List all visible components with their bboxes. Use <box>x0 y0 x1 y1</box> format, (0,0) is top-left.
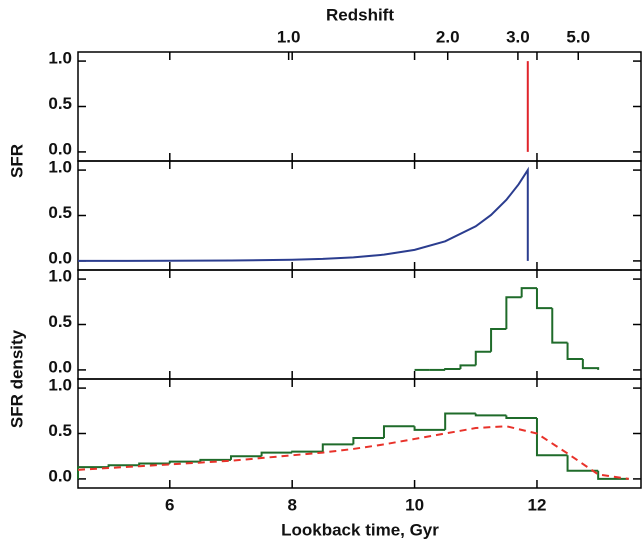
histogram-bar <box>535 418 568 457</box>
panel-frame <box>77 51 642 162</box>
histogram-bar <box>551 308 568 344</box>
histogram-bar <box>566 342 583 361</box>
x-axis-title: Lookback time, Gyr <box>281 520 439 539</box>
histogram-bar <box>77 466 109 479</box>
y-tick-label: 0.0 <box>48 139 72 158</box>
histogram-bar <box>474 350 492 366</box>
histogram-bar <box>505 296 522 330</box>
histogram-bar <box>199 458 231 462</box>
panel-frame <box>77 160 642 271</box>
histogram-bar <box>107 464 140 468</box>
histogram-bar <box>535 288 553 310</box>
y-tick-label: 1.0 <box>48 49 72 68</box>
y-tick-label: 0.0 <box>48 357 72 376</box>
y-tick-label: 0.0 <box>48 466 72 485</box>
histogram-bar <box>229 455 262 460</box>
histogram-bar <box>321 443 354 452</box>
data-line <box>77 425 629 480</box>
histogram-bar <box>444 368 461 371</box>
histogram-bar <box>138 462 170 466</box>
x2-tick-label: 5.0 <box>566 27 590 46</box>
panel-frame <box>77 378 642 489</box>
y-tick-label: 0.5 <box>48 312 72 331</box>
x-tick-label: 8 <box>287 495 296 514</box>
y-tick-label: 1.0 <box>48 158 72 177</box>
histogram-bar <box>566 455 599 472</box>
x-tick-label: 12 <box>528 495 547 514</box>
y-tick-label: 1.0 <box>48 376 72 395</box>
histogram-bar <box>490 328 507 352</box>
y-tick-label: 0.5 <box>48 421 72 440</box>
histogram-bar <box>382 425 415 439</box>
y-axis-title: SFR density <box>7 329 26 428</box>
x2-tick-label: 3.0 <box>506 27 530 46</box>
histogram-bar <box>459 364 476 370</box>
histogram-bar <box>260 451 293 457</box>
y-tick-label: 1.0 <box>48 267 72 286</box>
y-axis-title: SFR <box>7 144 26 178</box>
x-tick-label: 6 <box>165 495 174 514</box>
y-tick-label: 0.5 <box>48 203 72 222</box>
histogram-bar <box>291 450 323 453</box>
histogram-bar <box>168 460 201 464</box>
x2-axis-title: Redshift <box>326 5 394 24</box>
y-tick-label: 0.0 <box>48 248 72 267</box>
x-tick-label: 10 <box>405 495 424 514</box>
x2-tick-label: 1.0 <box>277 27 301 46</box>
panel-frame <box>77 269 642 380</box>
histogram-bar <box>520 287 537 298</box>
histogram-bar <box>444 412 476 430</box>
histogram-bar <box>581 359 600 370</box>
histogram-bar <box>597 470 629 480</box>
histogram-bar <box>413 426 446 431</box>
histogram-bar <box>474 413 507 417</box>
x2-tick-label: 2.0 <box>436 27 460 46</box>
y-tick-label: 0.5 <box>48 94 72 113</box>
histogram-bar <box>505 415 537 420</box>
histogram-bar <box>352 437 384 445</box>
data-line <box>77 166 529 262</box>
